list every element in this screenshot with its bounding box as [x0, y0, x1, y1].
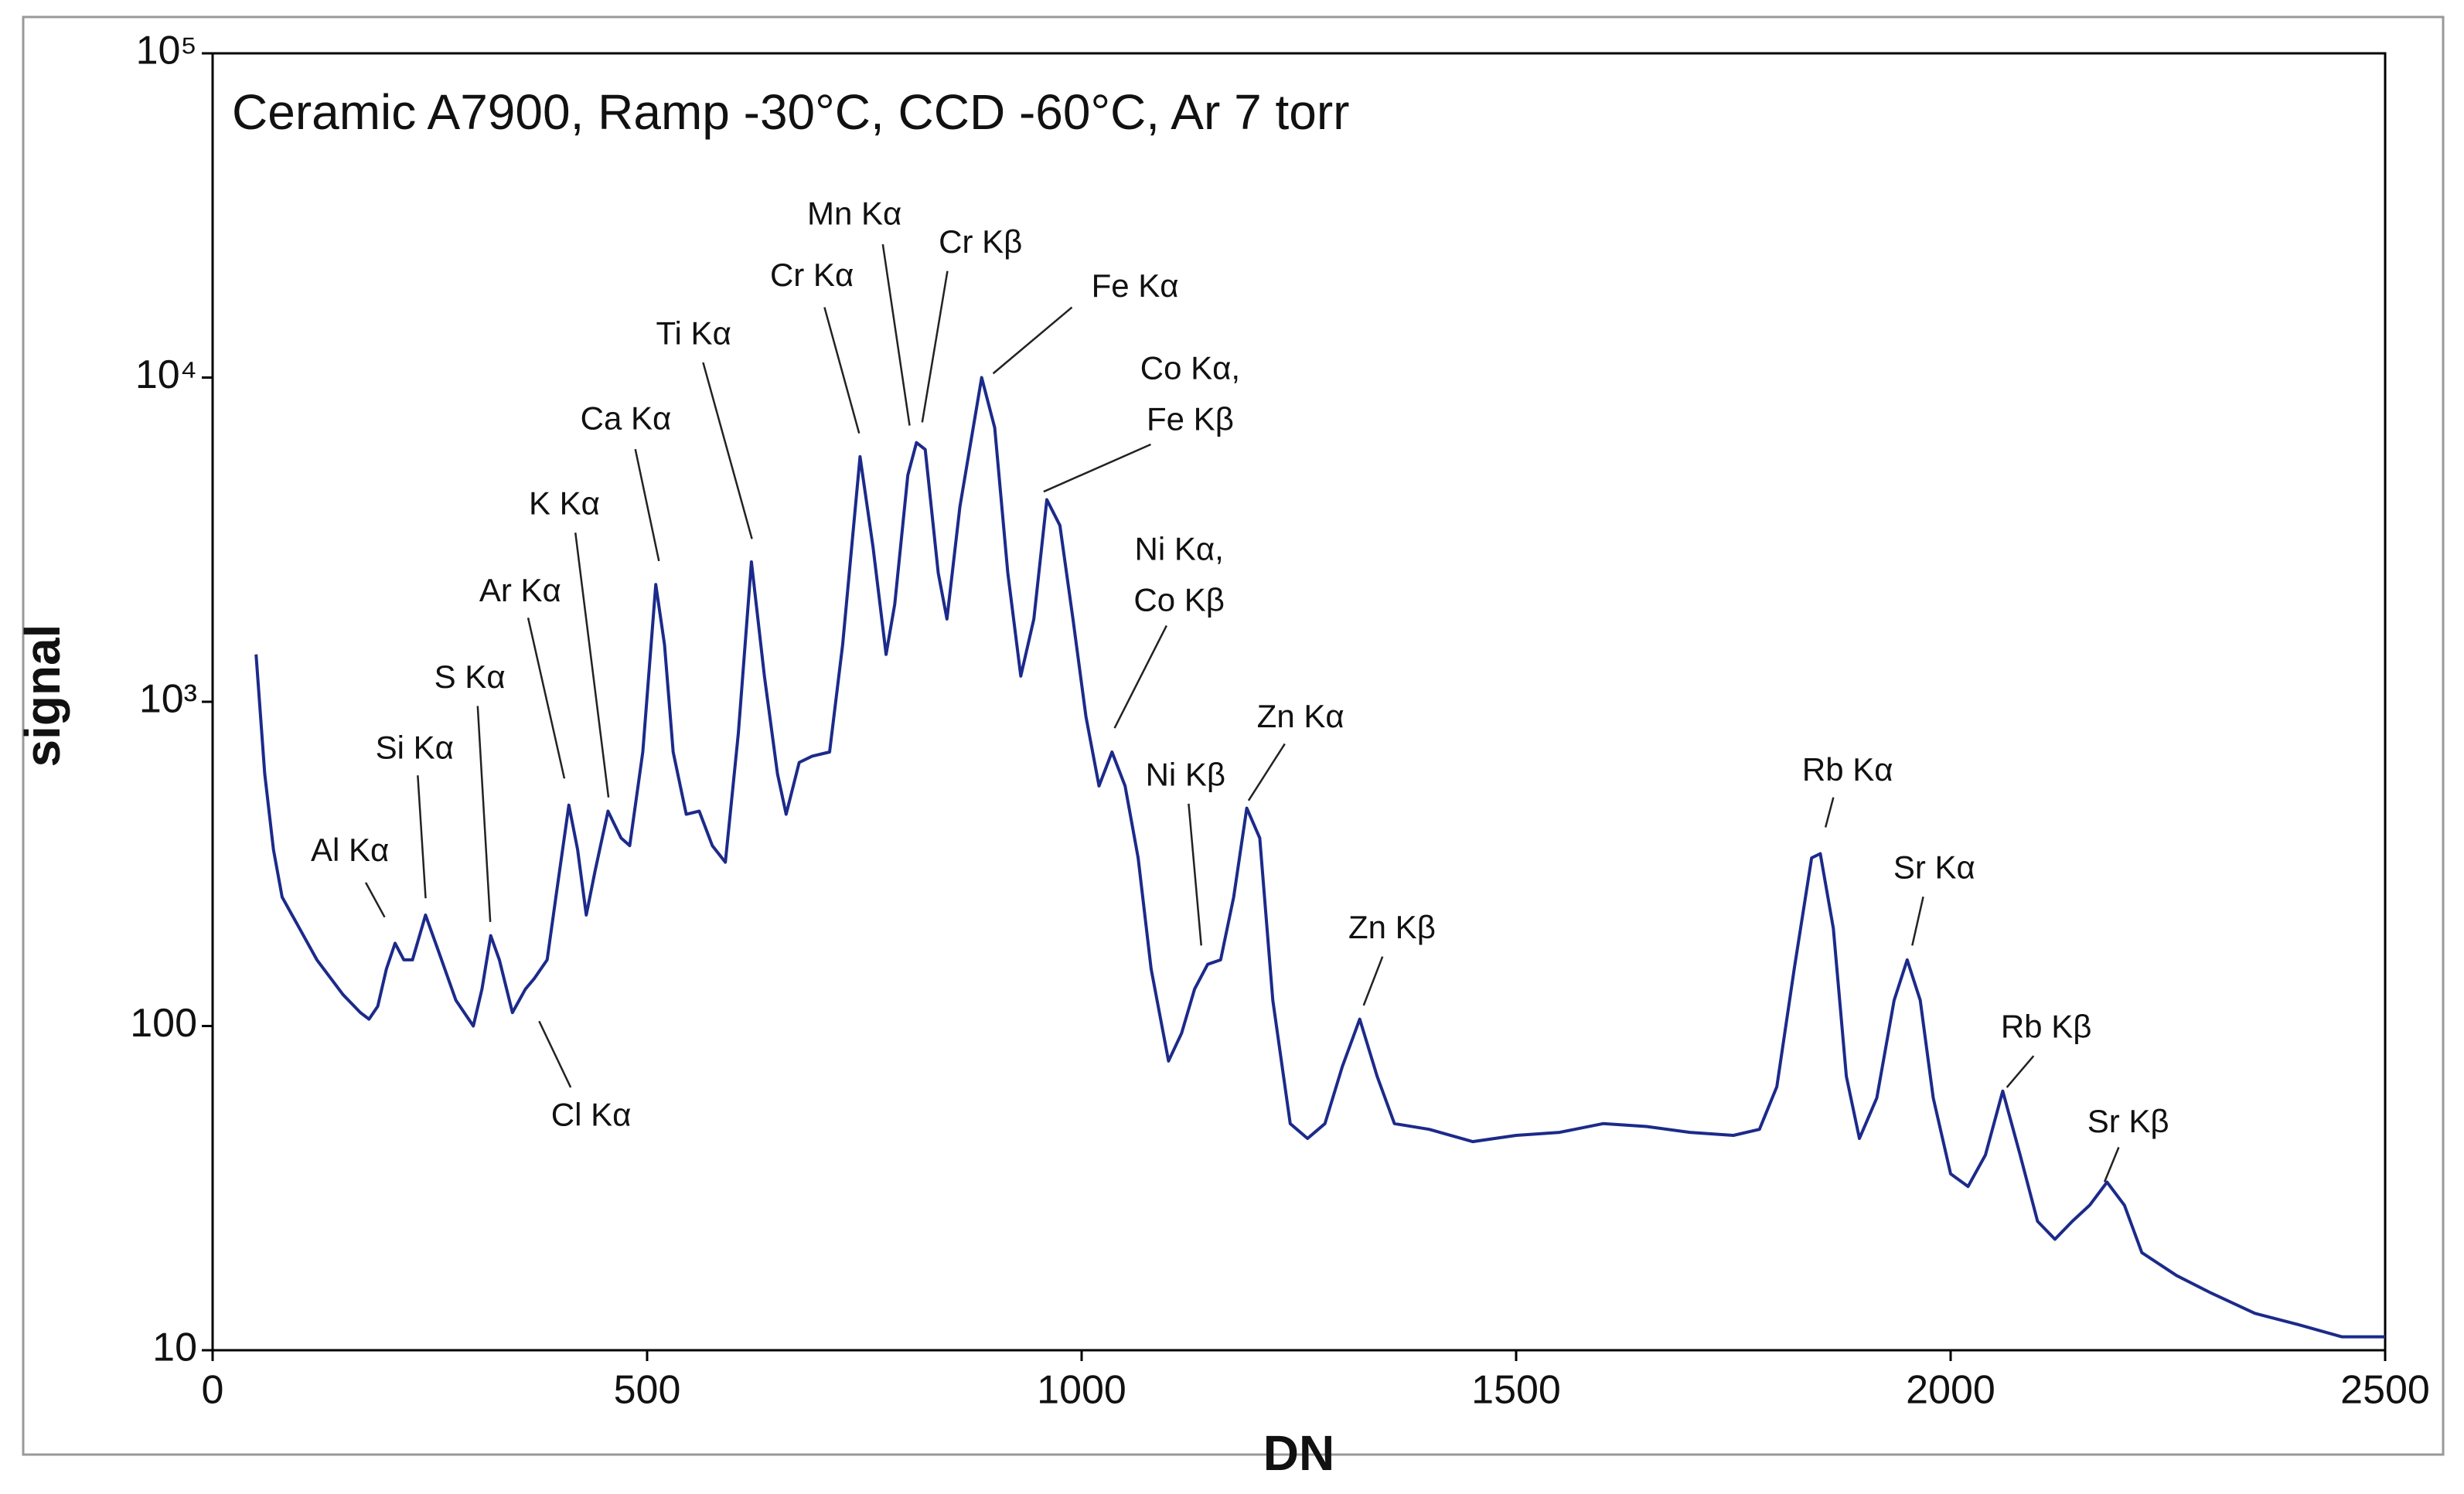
annotation: S Kα: [435, 659, 506, 695]
annotation: Rb Kβ: [2001, 1009, 2092, 1045]
annotation-leader: [1188, 803, 1202, 946]
annotation-leader: [364, 882, 386, 918]
annotation: Zn Kα: [1257, 698, 1344, 734]
annotation-leader: [538, 1020, 572, 1088]
x-tick-label: 500: [614, 1368, 681, 1413]
annotation: Cr Kβ: [939, 223, 1022, 260]
annotation: Ni Kα,: [1135, 531, 1224, 567]
annotation: Mn Kα: [807, 195, 901, 231]
annotation-leader: [702, 362, 753, 539]
annotation-leader: [1247, 743, 1286, 801]
y-axis-label: signal: [15, 624, 70, 767]
annotation-leader: [1824, 797, 1835, 828]
y-tick-label: 10⁵: [136, 29, 197, 73]
annotation-leader: [921, 271, 949, 423]
annotation: Ca Kα: [581, 400, 672, 437]
y-tick-label: 100: [130, 1001, 197, 1046]
y-tick-label: 10⁴: [135, 352, 197, 397]
x-tick-label: 2500: [2340, 1368, 2430, 1413]
frame: [22, 15, 2445, 1456]
annotation-leader: [823, 307, 861, 434]
annotation: Al Kα: [311, 832, 389, 868]
annotation: Rb Kα: [1802, 751, 1893, 788]
chart-title: Ceramic A7900, Ramp -30°C, CCD -60°C, Ar…: [232, 84, 1349, 140]
annotation: Cl Kα: [551, 1097, 632, 1133]
spectrum-line: [254, 376, 2385, 1339]
annotation-leader: [1911, 896, 1924, 946]
annotation: Sr Kα: [1893, 849, 1975, 886]
annotation-leader: [1113, 624, 1167, 729]
x-tick-label: 0: [202, 1368, 224, 1413]
annotation: Co Kα,: [1140, 349, 1240, 386]
annotation-leader: [574, 533, 610, 798]
annotation: Zn Kβ: [1348, 909, 1436, 945]
annotation-leader: [1043, 443, 1151, 493]
y-tick-label: 10: [152, 1326, 197, 1370]
x-tick-label: 1000: [1037, 1368, 1126, 1413]
annotation-leader: [992, 306, 1073, 375]
annotation-leader: [417, 775, 427, 899]
annotation-leader: [881, 243, 911, 426]
annotation-leader: [2006, 1055, 2035, 1088]
x-tick-label: 2000: [1906, 1368, 1995, 1413]
annotation: Ni Kβ: [1146, 756, 1226, 792]
annotation: Ar Kα: [479, 572, 561, 608]
annotation: Ti Kα: [656, 315, 731, 351]
annotation-leader: [527, 618, 566, 779]
y-tick-label: 10³: [139, 677, 197, 722]
annotation: Si Kα: [376, 730, 454, 766]
annotation: K Kα: [529, 485, 600, 522]
annotation: Cr Kα: [770, 257, 854, 293]
annotation-leader: [476, 706, 492, 922]
annotation: Fe Kα: [1092, 267, 1179, 304]
annotation-leader: [2103, 1146, 2120, 1183]
x-axis-label: DN: [1263, 1425, 1334, 1481]
annotation-leader: [634, 448, 660, 562]
annotation: Co Kβ: [1133, 582, 1225, 618]
annotation: Fe Kβ: [1147, 400, 1234, 437]
annotation: Sr Kβ: [2087, 1103, 2169, 1139]
x-tick-label: 1500: [1471, 1368, 1561, 1413]
annotation-leader: [1362, 956, 1384, 1006]
